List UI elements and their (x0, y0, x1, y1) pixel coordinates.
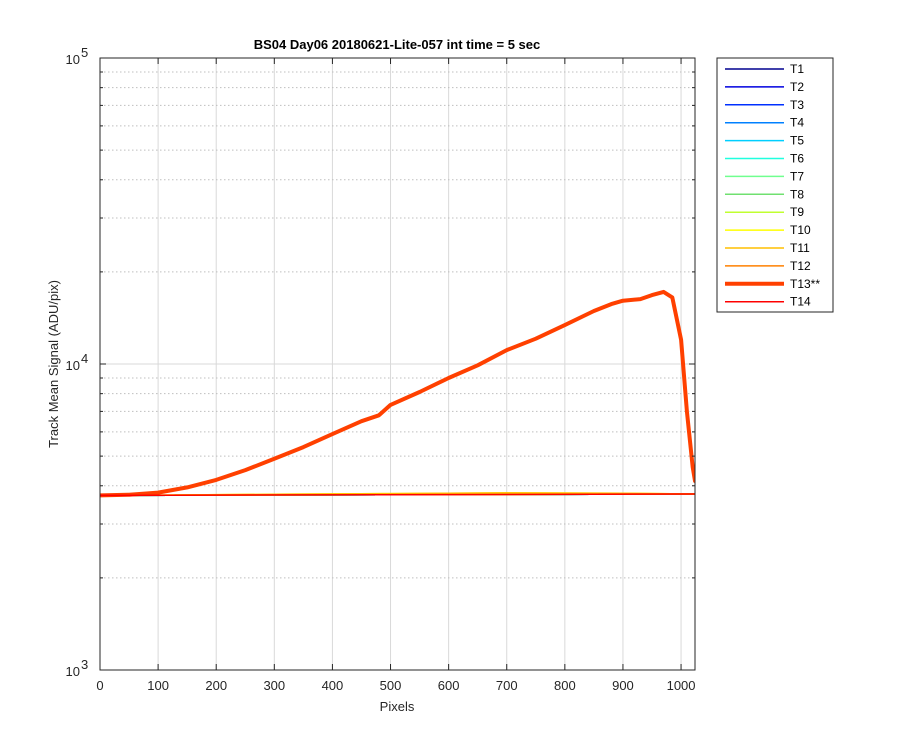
y-tick-label: 10 (66, 664, 80, 679)
y-tick-label: 10 (66, 358, 80, 373)
x-tick-label: 200 (205, 678, 227, 693)
chart-title: BS04 Day06 20180621-Lite-057 int time = … (254, 37, 541, 52)
legend-label: T11 (790, 241, 810, 255)
y-tick-label-exponent: 3 (81, 657, 88, 672)
x-tick-label: 300 (263, 678, 285, 693)
x-tick-label: 1000 (667, 678, 696, 693)
y-tick-label-exponent: 5 (81, 45, 88, 60)
x-tick-label: 100 (147, 678, 169, 693)
series-layer (100, 289, 695, 498)
x-tick-label: 900 (612, 678, 634, 693)
series-line-T13 (100, 289, 695, 498)
y-axis-label: Track Mean Signal (ADU/pix) (46, 280, 61, 448)
ticks (99, 57, 695, 671)
legend-label: T7 (790, 169, 804, 183)
legend-label: T13** (790, 277, 820, 291)
series-line-T14 (100, 493, 695, 497)
legend-label: T5 (790, 134, 804, 148)
legend-label: T6 (790, 152, 804, 166)
x-tick-label: 600 (438, 678, 460, 693)
legend-label: T10 (790, 223, 811, 237)
x-tick-label: 700 (496, 678, 518, 693)
legend-box (716, 57, 834, 313)
legend-label: T12 (790, 259, 811, 273)
legend-label: T1 (790, 62, 804, 76)
x-tick-label: 400 (322, 678, 344, 693)
x-axis-label: Pixels (380, 699, 415, 714)
legend-label: T9 (790, 205, 804, 219)
legend-label: T2 (790, 80, 804, 94)
y-tick-label: 10 (66, 52, 80, 67)
x-tick-label: 500 (380, 678, 402, 693)
legend-label: T8 (790, 187, 804, 201)
x-tick-label: 800 (554, 678, 576, 693)
y-tick-label-exponent: 4 (81, 351, 88, 366)
legend-label: T3 (790, 98, 804, 112)
legend-label: T14 (790, 295, 811, 309)
x-tick-label: 0 (96, 678, 103, 693)
legend: T1 T2 T3 T4 T5 T6 T7 T8 T9 T10 T11 T12 T13** T14 (716, 57, 834, 313)
legend-label: T4 (790, 116, 804, 130)
